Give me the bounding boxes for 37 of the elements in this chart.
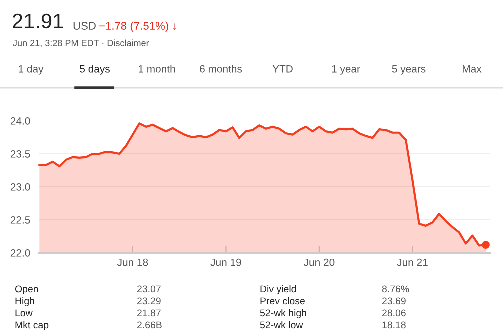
text: 52-wk high [260, 309, 306, 319]
text: USD [74, 22, 96, 30]
x-tick-label: Jun 19 [210, 258, 242, 266]
text: 23.07 [137, 286, 161, 293]
y-tick-label: 24.0 [10, 118, 30, 125]
text: 23.69 [382, 298, 406, 305]
text: 2.66B [137, 322, 162, 329]
text: 21.87 [137, 310, 161, 317]
text: 1 year [332, 66, 360, 75]
text: 6 months [200, 65, 242, 73]
text: 23.29 [137, 298, 161, 305]
text: −1.78 (7.51%) ↓ [100, 22, 176, 32]
text: Low [16, 310, 33, 317]
text: 18.18 [382, 322, 406, 329]
text: 52-wk low [260, 321, 304, 329]
text: Div yield [260, 285, 296, 295]
text: High [16, 297, 34, 307]
x-tick-label: Jun 20 [304, 258, 335, 266]
text: Max [463, 66, 482, 73]
x-tick-label: Jun 21 [397, 258, 428, 266]
text: 1 month [138, 65, 176, 73]
chart-subtitle: Jun 21, 3:28 PM EDT · Disclaimer [13, 40, 150, 48]
y-tick-label: 22.0 [10, 250, 30, 257]
text: 5 years [392, 66, 426, 75]
y-tick-label: 23.5 [10, 150, 30, 158]
x-tick-label: Jun 18 [117, 258, 148, 266]
text: 28.06 [382, 310, 406, 317]
text: YTD [272, 66, 293, 73]
text: Prev close [260, 297, 305, 305]
y-tick-label: 23.0 [10, 184, 30, 191]
text: Open [15, 286, 38, 295]
text: 8.76% [382, 286, 410, 293]
chart-title: 21.91 [13, 14, 64, 29]
text: 5 days [80, 65, 110, 75]
y-tick-label: 22.5 [10, 216, 30, 224]
text: Mkt cap [16, 321, 49, 331]
text: 1 day [19, 65, 44, 75]
